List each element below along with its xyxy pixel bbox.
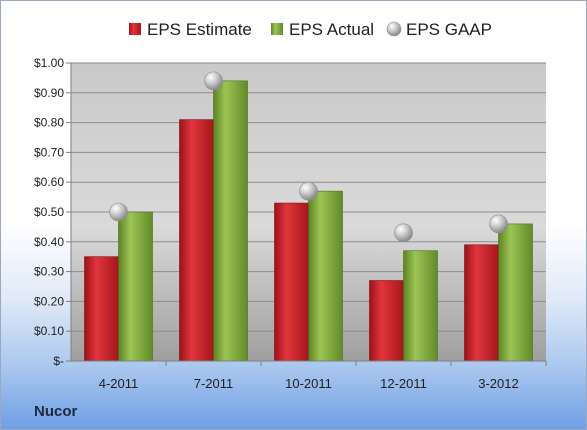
y-tick-label: $0.10 [34,324,64,338]
y-tick-label: $0.80 [34,116,64,130]
legend-swatch-eps-actual [271,23,283,35]
y-tick-label: $1.00 [34,56,64,70]
bar-eps-estimate [464,244,499,362]
legend-swatch-eps-gaap [386,21,402,37]
legend-label-eps-estimate: EPS Estimate [147,20,252,39]
y-tick-label: $0.60 [34,175,64,189]
legend-label-eps-gaap: EPS GAAP [406,20,492,39]
marker-layer [109,71,508,243]
marker-eps-gaap [299,181,318,201]
bar-eps-actual [213,80,248,362]
marker-eps-gaap [489,214,508,234]
y-tick-label: $0.40 [34,235,64,249]
legend-swatch-eps-estimate [129,23,141,35]
bar-eps-estimate [84,256,119,362]
bar-eps-estimate [274,202,309,362]
bar-eps-actual [403,250,438,362]
y-tick-label: $0.70 [34,145,64,159]
marker-eps-gaap [394,223,413,243]
x-tick-label: 10-2011 [285,376,332,391]
x-tick-label: 12-2011 [380,376,427,391]
x-tick-label: 3-2012 [478,376,518,391]
legend-label-eps-actual: EPS Actual [289,20,374,39]
y-tick-label: $- [53,354,64,368]
y-tick-label: $0.20 [34,294,64,308]
axis-layer: $- $0.10 $0.20 $0.30 $0.40 $0.50 $0.60 $0.70 $0.… [34,56,547,391]
x-tick-label: 7-2011 [194,376,234,391]
bar-layer [84,80,533,362]
marker-eps-gaap [204,71,223,91]
company-label: Nucor [34,403,78,420]
bar-eps-estimate [179,119,214,362]
y-tick-label: $0.30 [34,265,64,279]
x-tick-label: 4-2011 [99,376,139,391]
y-tick-label: $0.50 [34,205,64,219]
y-tick-label: $0.90 [34,86,64,100]
bar-eps-actual [308,190,343,362]
bar-eps-actual [118,211,153,362]
legend: EPS Estimate EPS Actual EPS GAAP [129,20,492,39]
marker-eps-gaap [109,202,128,222]
bar-eps-actual [498,223,533,362]
bar-eps-estimate [369,280,404,362]
